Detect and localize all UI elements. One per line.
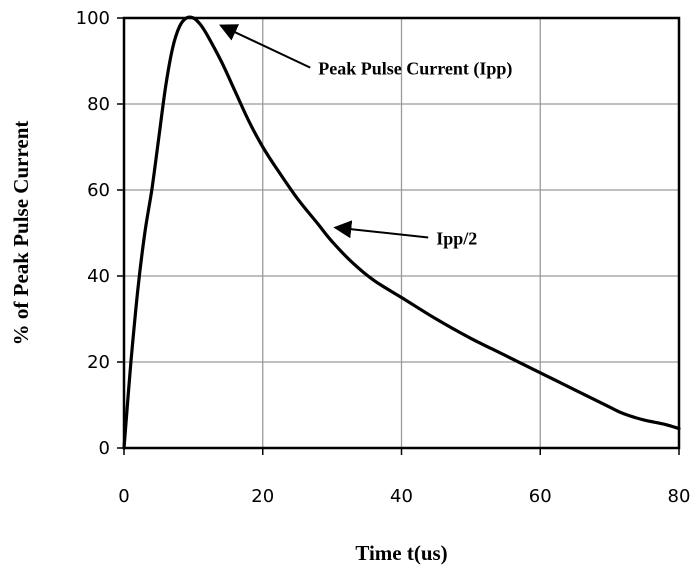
- annotations: Peak Pulse Current (Ipp) Ipp/2: [219, 24, 517, 250]
- x-axis-ticks: 0 20 40 60 80: [118, 448, 690, 507]
- x-tick-label: 80: [668, 486, 691, 507]
- x-axis-title: Time t(us): [355, 541, 447, 565]
- y-tick-label: 0: [99, 438, 110, 459]
- y-tick-label: 20: [87, 352, 110, 373]
- gridlines: [124, 18, 679, 448]
- pulse-current-line: [122, 15, 681, 450]
- annotation-arrow: [219, 24, 311, 69]
- annotation-label: Peak Pulse Current (Ipp): [318, 59, 512, 80]
- x-tick-label: 0: [118, 486, 129, 507]
- annotation-label: Ipp/2: [436, 228, 477, 248]
- y-tick-label: 80: [87, 94, 110, 115]
- annotation-label-background: [430, 219, 517, 250]
- y-tick-label: 60: [87, 180, 110, 201]
- y-tick-label: 100: [76, 8, 110, 29]
- y-axis-title: % of Peak Pulse Current: [9, 121, 33, 346]
- x-tick-label: 20: [251, 486, 274, 507]
- x-tick-label: 60: [529, 486, 552, 507]
- series-layer: [122, 15, 681, 450]
- y-axis-ticks: 0 20 40 60 80 100: [76, 8, 124, 459]
- x-tick-label: 40: [390, 486, 413, 507]
- annotation-arrow: [333, 220, 429, 239]
- y-tick-label: 40: [87, 266, 110, 287]
